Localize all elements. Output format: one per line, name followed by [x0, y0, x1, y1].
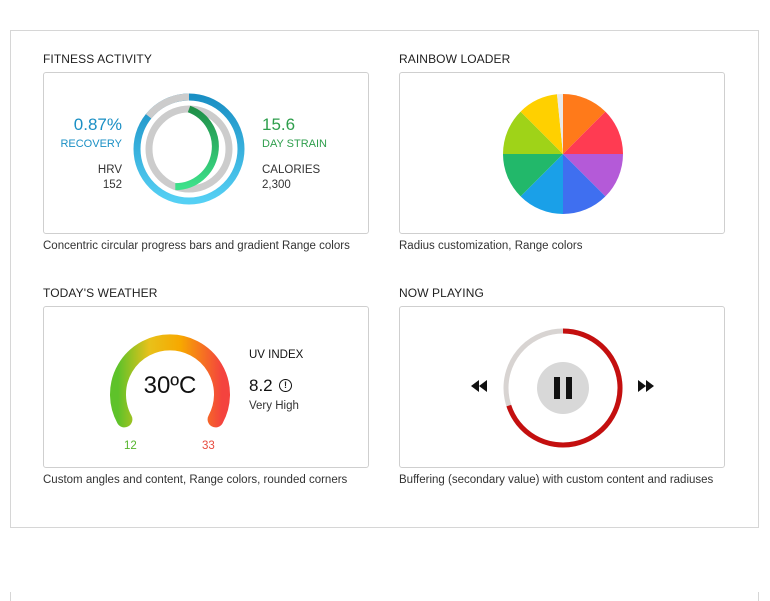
gauge-min-label: 12 — [124, 440, 137, 452]
recovery-label: RECOVERY — [60, 138, 122, 150]
pause-button[interactable] — [537, 362, 589, 414]
recovery-value: 0.87% — [73, 115, 122, 134]
strain-value: 15.6 — [262, 115, 296, 134]
demo-frame — [10, 30, 759, 528]
fitness-section-title: FITNESS ACTIVITY — [43, 52, 152, 66]
strain-ring — [175, 105, 219, 191]
uv-level-text: Very High — [249, 400, 299, 412]
recovery-ring-track — [145, 93, 190, 119]
temperature-arc — [110, 334, 230, 428]
concentric-progress-rings — [133, 93, 245, 205]
temperature-gauge — [110, 334, 230, 428]
uv-index-value: 8.2 — [249, 376, 273, 395]
weather-card: 30ºC 12 33 UV INDEX 8.2 ! Very High — [43, 306, 369, 468]
uv-index-label: UV INDEX — [249, 349, 304, 361]
pause-icon — [554, 377, 572, 399]
rewind-icon[interactable] — [471, 380, 488, 392]
playback-progress-ring — [503, 328, 623, 448]
player-section-title: NOW PLAYING — [399, 286, 484, 300]
player-card — [399, 306, 725, 468]
playback-progress-arc — [506, 328, 623, 448]
strain-label: DAY STRAIN — [262, 138, 327, 150]
fast-forward-icon[interactable] — [638, 380, 655, 392]
temperature-value: 30ºC — [143, 372, 197, 399]
player-caption: Buffering (secondary value) with custom … — [399, 474, 714, 486]
hrv-value: 152 — [102, 179, 122, 191]
calories-label: CALORIES — [262, 164, 321, 176]
rainbow-caption: Radius customization, Range colors — [399, 240, 583, 252]
calories-value: 2,300 — [262, 179, 291, 191]
rainbow-card — [399, 72, 725, 234]
fitness-card: 0.87% RECOVERY HRV 152 15.6 DAY STRAIN C… — [43, 72, 369, 234]
weather-caption: Custom angles and content, Range colors,… — [43, 474, 348, 486]
rainbow-loader-pie — [503, 94, 623, 214]
rainbow-section-title: RAINBOW LOADER — [399, 52, 511, 66]
gauge-max-label: 33 — [202, 440, 215, 452]
lower-frame-edge — [10, 592, 759, 601]
fitness-caption: Concentric circular progress bars and gr… — [43, 240, 350, 252]
warning-icon: ! — [279, 379, 292, 392]
hrv-label: HRV — [97, 164, 122, 176]
weather-section-title: TODAY'S WEATHER — [43, 286, 158, 300]
